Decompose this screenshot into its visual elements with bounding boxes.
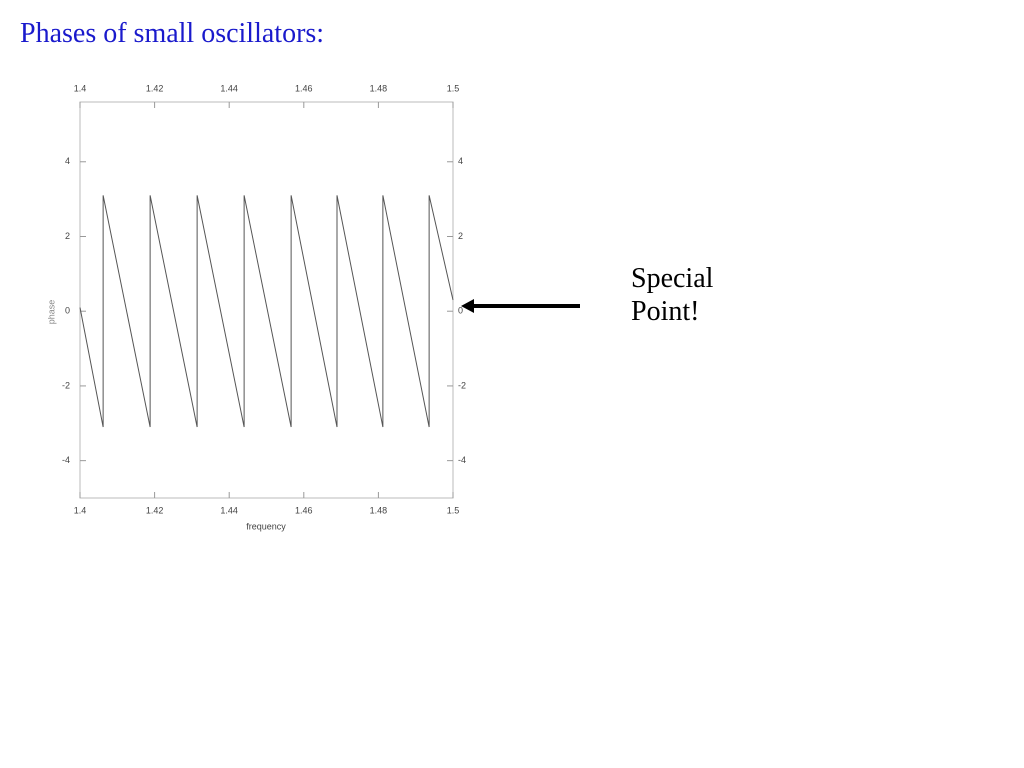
annotation: Special Point! xyxy=(631,263,714,327)
slide-title: Phases of small oscillators: xyxy=(20,18,325,49)
x-tick-label: 1.4 xyxy=(74,505,87,515)
x-axis-label: frequency xyxy=(246,521,286,531)
y-right-tick-label: -2 xyxy=(458,380,466,390)
plot-frame xyxy=(79,101,454,499)
x-tick-label: 1.5 xyxy=(447,505,460,515)
y-tick-label: -2 xyxy=(62,380,70,390)
y-right-tick-label: -4 xyxy=(458,455,466,465)
y-tick-label: 0 xyxy=(65,306,70,316)
x-top-tick-label: 1.5 xyxy=(447,83,460,93)
y-tick-label: 4 xyxy=(65,156,70,166)
x-tick-label: 1.42 xyxy=(146,505,164,515)
y-right-tick-label: 2 xyxy=(458,231,463,241)
y-right-tick-label: 4 xyxy=(458,156,463,166)
x-tick-label: 1.44 xyxy=(220,505,238,515)
x-top-tick-label: 1.48 xyxy=(370,83,388,93)
x-top-tick-label: 1.42 xyxy=(146,83,164,93)
y-tick-label: 2 xyxy=(65,231,70,241)
x-top-tick-label: 1.4 xyxy=(74,83,87,93)
x-top-tick-label: 1.46 xyxy=(295,83,313,93)
x-tick-label: 1.46 xyxy=(295,505,313,515)
phase-line xyxy=(79,195,454,428)
arrow-head xyxy=(461,299,474,313)
x-tick-label: 1.48 xyxy=(370,505,388,515)
y-right-tick-label: 0 xyxy=(458,306,463,316)
x-top-tick-label: 1.44 xyxy=(220,83,238,93)
y-axis-label: phase xyxy=(46,300,56,325)
y-tick-label: -4 xyxy=(62,455,70,465)
